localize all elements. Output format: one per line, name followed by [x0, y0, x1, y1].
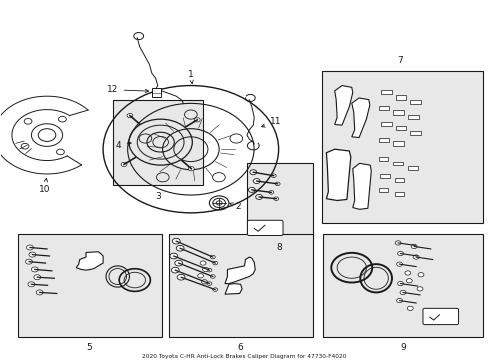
Text: 2020 Toyota C-HR Anti-Lock Brakes Caliper Diagram for 47730-F4020: 2020 Toyota C-HR Anti-Lock Brakes Calipe… [142, 354, 346, 359]
Polygon shape [224, 257, 255, 284]
Bar [113, 100, 203, 185]
Bar [378, 138, 388, 142]
Circle shape [212, 261, 217, 265]
Bar [407, 166, 417, 170]
Text: 3: 3 [155, 193, 160, 202]
Circle shape [397, 282, 403, 286]
Text: 11: 11 [261, 117, 281, 127]
Bar [378, 188, 387, 192]
Circle shape [29, 252, 36, 257]
Circle shape [36, 290, 43, 295]
Bar [168, 234, 312, 337]
Circle shape [206, 282, 211, 285]
Bar [378, 106, 388, 110]
Text: 12: 12 [107, 85, 148, 94]
Bar [394, 192, 404, 196]
Circle shape [271, 174, 276, 177]
Circle shape [169, 253, 177, 259]
Circle shape [197, 274, 203, 278]
Bar [152, 89, 160, 97]
Circle shape [26, 245, 33, 250]
Circle shape [206, 268, 211, 272]
Circle shape [275, 182, 280, 186]
Text: 4: 4 [116, 141, 131, 150]
Circle shape [417, 273, 423, 277]
Bar [409, 100, 420, 104]
Circle shape [188, 167, 194, 171]
Bar [380, 90, 391, 94]
Circle shape [273, 197, 278, 201]
Circle shape [176, 246, 183, 251]
Text: 8: 8 [276, 243, 282, 252]
Circle shape [171, 267, 179, 273]
Bar [322, 234, 483, 337]
Circle shape [407, 306, 412, 310]
Circle shape [406, 279, 411, 283]
Text: 2: 2 [229, 202, 241, 211]
Bar [321, 71, 483, 224]
Polygon shape [224, 284, 242, 294]
Text: 5: 5 [86, 343, 92, 352]
Circle shape [255, 194, 262, 199]
Circle shape [127, 113, 133, 118]
Bar [379, 174, 389, 177]
Bar [409, 131, 420, 135]
Bar [18, 234, 161, 337]
Text: 1: 1 [187, 71, 193, 84]
Polygon shape [334, 86, 352, 125]
Bar [246, 163, 312, 238]
Text: 9: 9 [399, 343, 405, 352]
Bar [378, 157, 387, 161]
Circle shape [194, 118, 200, 122]
Text: 7: 7 [397, 56, 403, 65]
Circle shape [394, 241, 400, 245]
Circle shape [25, 259, 32, 264]
Circle shape [412, 255, 418, 259]
Bar [392, 141, 403, 146]
Text: 10: 10 [39, 178, 50, 194]
Circle shape [396, 262, 402, 266]
Circle shape [212, 288, 217, 291]
Polygon shape [326, 149, 350, 201]
Circle shape [210, 275, 215, 278]
FancyBboxPatch shape [422, 308, 458, 325]
Circle shape [210, 255, 215, 259]
Bar [395, 95, 406, 100]
Polygon shape [352, 163, 370, 209]
Polygon shape [351, 98, 369, 138]
Circle shape [201, 280, 207, 284]
Circle shape [397, 251, 403, 256]
Circle shape [410, 244, 416, 248]
Circle shape [28, 282, 35, 287]
Circle shape [31, 267, 38, 272]
Bar [392, 110, 403, 114]
Circle shape [174, 260, 182, 266]
Circle shape [416, 287, 422, 291]
Polygon shape [76, 252, 103, 270]
Circle shape [249, 170, 256, 175]
Circle shape [34, 275, 41, 280]
Bar [392, 162, 402, 165]
Circle shape [253, 179, 260, 184]
Circle shape [202, 267, 208, 271]
Circle shape [404, 271, 410, 275]
FancyBboxPatch shape [247, 220, 283, 235]
Circle shape [268, 190, 273, 194]
Circle shape [177, 274, 184, 280]
Circle shape [172, 238, 180, 244]
Circle shape [399, 290, 405, 294]
Bar [394, 178, 404, 182]
Circle shape [121, 162, 127, 167]
Bar [407, 115, 418, 119]
Circle shape [396, 298, 402, 303]
Circle shape [200, 261, 205, 265]
Text: 6: 6 [237, 343, 243, 352]
Bar [380, 122, 391, 126]
Circle shape [248, 188, 255, 192]
Bar [395, 126, 406, 130]
